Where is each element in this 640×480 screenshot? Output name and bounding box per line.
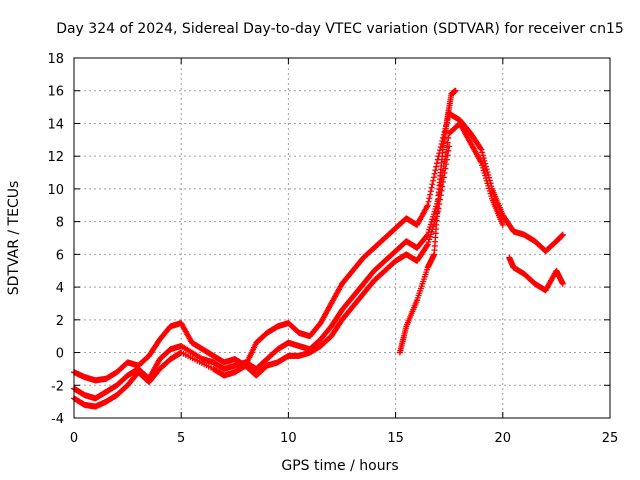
x-tick-labels: 0 5 10 15 20 25 [70,431,618,446]
y-tick-label: 0 [56,347,64,362]
data-point [477,145,484,152]
y-tick-label: 10 [47,183,64,198]
y-tick-label: 16 [47,85,64,100]
grid-lines [74,58,610,418]
data-point [443,156,450,163]
data-point [452,87,459,94]
y-axis-label: SDTVAR / TECUs [6,181,22,296]
data-point [482,163,489,170]
data-point [433,163,440,170]
data-point [485,171,492,178]
data-point [427,188,434,195]
data-point [430,177,437,184]
y-tick-labels: -4 -2 0 2 4 6 8 10 12 14 16 18 [47,52,64,427]
data-point [443,161,450,168]
y-tick-label: 18 [47,52,64,67]
x-tick-label: 5 [177,431,185,446]
series-track-c [71,143,453,410]
data-point [445,134,452,141]
series-track-d [396,87,459,356]
data-point [478,146,485,153]
data-point [559,231,566,238]
data-point [423,242,430,249]
y-tick-label: 4 [56,281,64,296]
data-point [432,167,439,174]
data-point [482,160,489,167]
series-track-e [506,254,566,294]
data-point [425,198,432,205]
y-tick-label: -4 [51,412,64,427]
data-point [430,174,437,181]
x-tick-label: 15 [387,431,404,446]
data-point [428,184,435,191]
series-track-a [71,110,566,384]
data-point [426,195,433,202]
x-tick-label: 0 [70,431,78,446]
x-axis-label: GPS time / hours [281,458,398,474]
data-point [423,232,430,239]
y-tick-label: 12 [47,150,64,165]
data-point [499,221,506,228]
data-point [446,143,453,150]
chart-title: Day 324 of 2024, Sidereal Day-to-day VTE… [56,21,624,37]
plot-frame [73,57,611,419]
data-point [444,139,451,146]
data-point [440,174,447,181]
data-point [484,169,491,176]
data-point [429,181,436,188]
data-point [431,170,438,177]
data-points [71,87,566,410]
x-tick-label: 25 [602,431,619,446]
y-tick-label: 14 [47,117,64,132]
data-point [483,166,490,173]
y-tick-label: 2 [56,314,64,329]
data-point [427,191,434,198]
y-tick-label: 6 [56,248,64,263]
data-point [442,165,449,172]
data-point [479,152,486,159]
y-tick-label: -2 [51,379,64,394]
data-point [479,149,486,156]
x-tick-label: 10 [280,431,297,446]
data-point [559,280,566,287]
data-point [445,147,452,154]
x-tick-label: 20 [495,431,512,446]
data-point [424,202,431,209]
data-point [439,183,446,190]
y-tick-label: 8 [56,216,64,231]
data-point [444,152,451,159]
